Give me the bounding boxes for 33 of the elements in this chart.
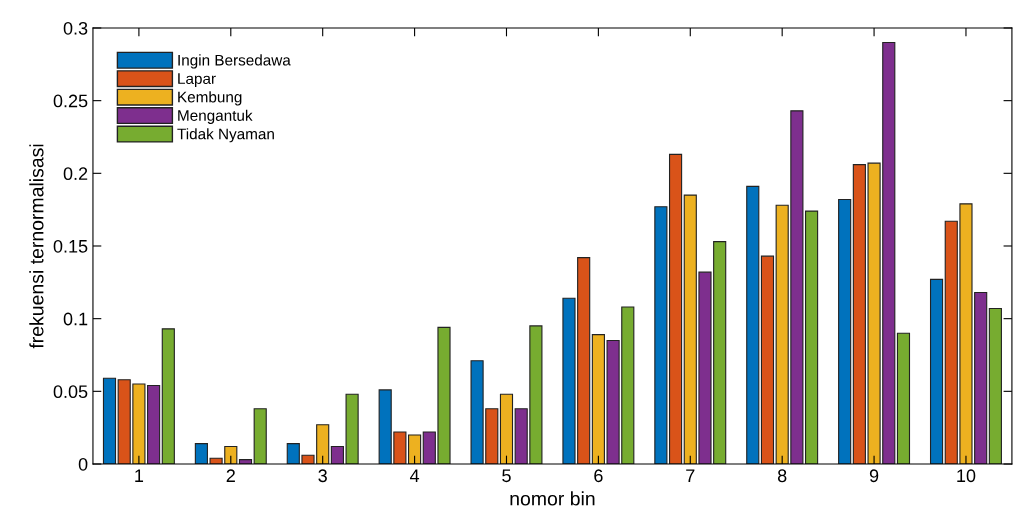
bar [896,332,911,464]
legend-label: Kembung [178,91,242,106]
bar [746,185,760,464]
x-tick-label: 8 [777,469,787,483]
bar [838,198,852,464]
y-tick-label: 0.3 [63,21,88,35]
x-axis-title: nomor bin [510,491,595,506]
y-tick-label: 0.2 [63,167,88,181]
x-tick-label: 2 [226,469,235,482]
x-tick-label: 1 [135,469,144,482]
bar [988,307,1002,464]
x-tick-label: 9 [869,469,879,483]
bar [253,408,267,464]
x-tick-label: 6 [594,469,603,483]
x-tick-label: 10 [957,469,976,483]
y-tick-label: 0.1 [63,312,88,326]
y-tick-label: 0 [78,457,88,471]
y-axis-title: frekuensi ternormalisasi [29,144,44,349]
legend-label: Ingin Bersedawa [178,54,291,69]
legend-label: Mengantuk [178,109,253,124]
x-tick-label: 7 [686,469,695,482]
legend-label: Tidak Nyaman [177,128,274,143]
bar [499,393,514,464]
x-tick-label: 4 [409,469,420,482]
x-tick-label: 5 [502,469,511,483]
y-tick-label: 0.25 [53,94,88,108]
bar [102,377,117,464]
legend-label: Lapar [178,73,216,88]
bar [161,328,175,464]
y-tick-label: 0.05 [53,385,88,399]
x-tick-label: 3 [318,469,327,483]
y-tick-label: 0.15 [53,239,88,253]
bar [929,278,944,464]
